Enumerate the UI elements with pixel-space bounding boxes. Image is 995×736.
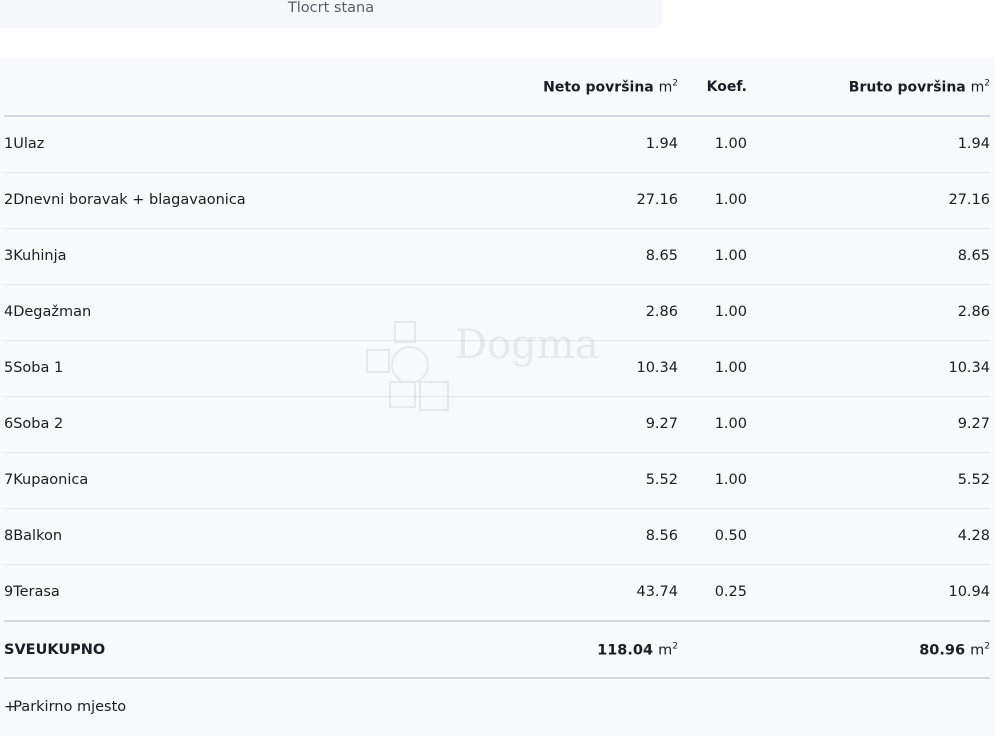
neto-value: 5.52 — [645, 472, 678, 488]
bruto-value: 4.28 — [957, 528, 990, 544]
koef-value: 1.00 — [714, 136, 747, 152]
room-name: 5 Soba 1 — [4, 360, 64, 376]
bruto-value: 2.86 — [957, 304, 990, 320]
header-bruto: Bruto površina m2 — [848, 78, 990, 96]
room-name: 6 Soba 2 — [4, 416, 64, 432]
header-koef: Koef. — [706, 79, 747, 95]
bruto-value: 10.94 — [948, 584, 990, 600]
neto-value: 2.86 — [645, 304, 678, 320]
table-row: 8 Balkon 8.56 0.50 4.28 — [4, 508, 990, 565]
total-bruto: 80.96 m2 — [919, 641, 990, 658]
koef-value: 1.00 — [714, 248, 747, 264]
table-row: 6 Soba 2 9.27 1.00 9.27 — [4, 396, 990, 453]
bruto-value: 27.16 — [948, 192, 990, 208]
neto-value: 10.34 — [636, 360, 678, 376]
plus-icon: + — [4, 699, 17, 715]
bruto-value: 9.27 — [957, 416, 990, 432]
koef-value: 1.00 — [714, 472, 747, 488]
room-name: 9 Terasa — [4, 584, 60, 600]
koef-value: 1.00 — [714, 192, 747, 208]
bruto-value: 5.52 — [957, 472, 990, 488]
bruto-value: 10.34 — [948, 360, 990, 376]
parking-row: + Parkirno mjesto — [4, 679, 990, 735]
floor-plan-tab[interactable]: Tlocrt stana — [0, 0, 662, 28]
neto-value: 9.27 — [645, 416, 678, 432]
room-name: 1 Ulaz — [4, 136, 45, 152]
room-name: 2 Dnevni boravak + blagavaonica — [4, 192, 246, 208]
table-row: 1 Ulaz 1.94 1.00 1.94 — [4, 116, 990, 173]
room-name: 4 Degažman — [4, 304, 92, 320]
parking-label: Parkirno mjesto — [13, 699, 127, 715]
neto-value: 1.94 — [645, 136, 678, 152]
koef-value: 0.50 — [714, 528, 747, 544]
area-table: Neto površina m2 Koef. Bruto površina m2… — [0, 59, 995, 736]
table-row: 5 Soba 1 10.34 1.00 10.34 — [4, 340, 990, 397]
bruto-value: 1.94 — [957, 136, 990, 152]
koef-value: 1.00 — [714, 360, 747, 376]
bruto-value: 8.65 — [957, 248, 990, 264]
table-row: 7 Kupaonica 5.52 1.00 5.52 — [4, 452, 990, 509]
neto-value: 8.65 — [645, 248, 678, 264]
table-row: 3 Kuhinja 8.65 1.00 8.65 — [4, 228, 990, 285]
table-row: 2 Dnevni boravak + blagavaonica 27.16 1.… — [4, 172, 990, 229]
neto-value: 27.16 — [636, 192, 678, 208]
total-label: SVEUKUPNO — [4, 641, 106, 658]
total-neto: 118.04 m2 — [597, 641, 678, 658]
header-neto: Neto površina m2 — [543, 78, 678, 96]
koef-value: 0.25 — [714, 584, 747, 600]
room-name: 3 Kuhinja — [4, 248, 67, 264]
room-name: 7 Kupaonica — [4, 472, 89, 488]
table-row: 4 Degažman 2.86 1.00 2.86 — [4, 284, 990, 341]
neto-value: 8.56 — [645, 528, 678, 544]
table-row: 9 Terasa 43.74 0.25 10.94 — [4, 564, 990, 621]
room-name: 8 Balkon — [4, 528, 63, 544]
total-row: SVEUKUPNO 118.04 m2 80.96 m2 — [4, 620, 990, 679]
koef-value: 1.00 — [714, 304, 747, 320]
koef-value: 1.00 — [714, 416, 747, 432]
neto-value: 43.74 — [636, 584, 678, 600]
table-header: Neto površina m2 Koef. Bruto površina m2 — [4, 59, 990, 117]
floor-plan-label: Tlocrt stana — [287, 0, 375, 16]
